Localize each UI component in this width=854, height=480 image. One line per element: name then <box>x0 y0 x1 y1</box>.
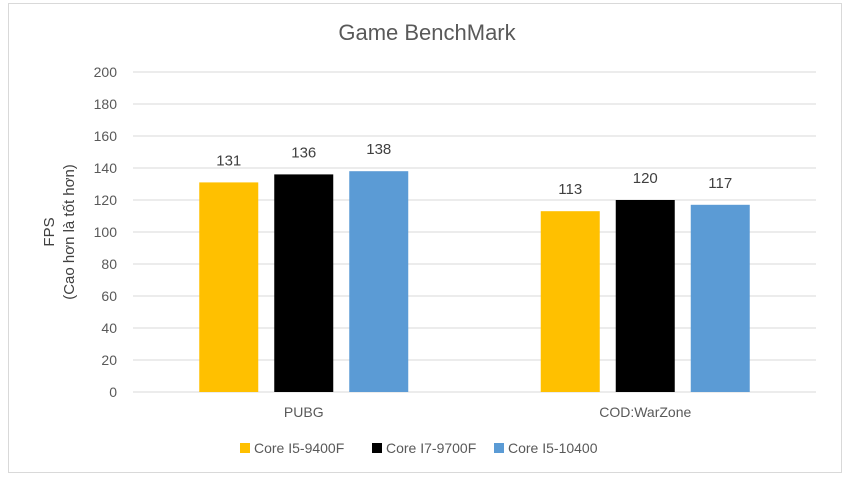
bar-cod-warzone-core-i5-10400 <box>690 204 750 392</box>
y-tick-label-80: 80 <box>101 256 117 272</box>
data-labels: 131 136 138 113 120 117 <box>216 141 732 198</box>
legend-swatch-core-i7-9700f <box>372 443 382 453</box>
y-tick-label-120: 120 <box>94 192 118 208</box>
y-tick-label-140: 140 <box>94 160 118 176</box>
legend-label-core-i5-10400: Core I5-10400 <box>508 440 598 456</box>
category-label-pubg: PUBG <box>284 404 324 420</box>
bar-pubg-core-i5-10400 <box>349 171 409 392</box>
y-tick-label-20: 20 <box>101 352 117 368</box>
legend-label-core-i5-9400f: Core I5-9400F <box>254 440 344 456</box>
data-label-pubg-core-i5-9400f: 131 <box>216 152 241 169</box>
data-label-pubg-core-i5-10400: 138 <box>366 141 391 158</box>
y-tick-label-40: 40 <box>101 320 117 336</box>
bar-cod-warzone-core-i5-9400f <box>540 211 600 392</box>
y-tick-label-100: 100 <box>94 224 118 240</box>
legend-swatch-core-i5-9400f <box>240 443 250 453</box>
bar-cod-warzone-core-i7-9700f <box>615 200 675 392</box>
data-label-cod-warzone-core-i7-9700f: 120 <box>633 170 658 187</box>
y-axis-label-line-1: FPS <box>41 217 58 246</box>
y-axis-label-line-2: (Cao hơn là tốt hơn) <box>61 164 78 300</box>
legend: Core I5-9400F Core I7-9700F Core I5-10400 <box>240 440 598 456</box>
data-label-pubg-core-i7-9700f: 136 <box>291 144 316 161</box>
bar-pubg-core-i5-9400f <box>199 182 259 392</box>
legend-swatch-core-i5-10400 <box>494 443 504 453</box>
category-label-cod-warzone: COD:WarZone <box>599 404 691 420</box>
data-label-cod-warzone-core-i5-9400f: 113 <box>558 181 582 198</box>
y-tick-label-60: 60 <box>101 288 117 304</box>
bar-pubg-core-i7-9700f <box>274 174 334 392</box>
y-tick-label-0: 0 <box>109 384 117 400</box>
y-axis-label: FPS (Cao hơn là tốt hơn) <box>41 164 78 300</box>
y-axis-ticks: 0 20 40 60 80 100 120 140 160 180 200 <box>94 64 118 400</box>
data-label-cod-warzone-core-i5-10400: 117 <box>708 175 732 192</box>
y-tick-label-200: 200 <box>94 64 118 80</box>
y-tick-label-180: 180 <box>94 96 118 112</box>
legend-label-core-i7-9700f: Core I7-9700F <box>386 440 476 456</box>
x-axis-categories: PUBG COD:WarZone <box>284 404 692 420</box>
chart-title: Game BenchMark <box>338 20 516 45</box>
y-tick-label-160: 160 <box>94 128 118 144</box>
bars <box>199 171 750 392</box>
